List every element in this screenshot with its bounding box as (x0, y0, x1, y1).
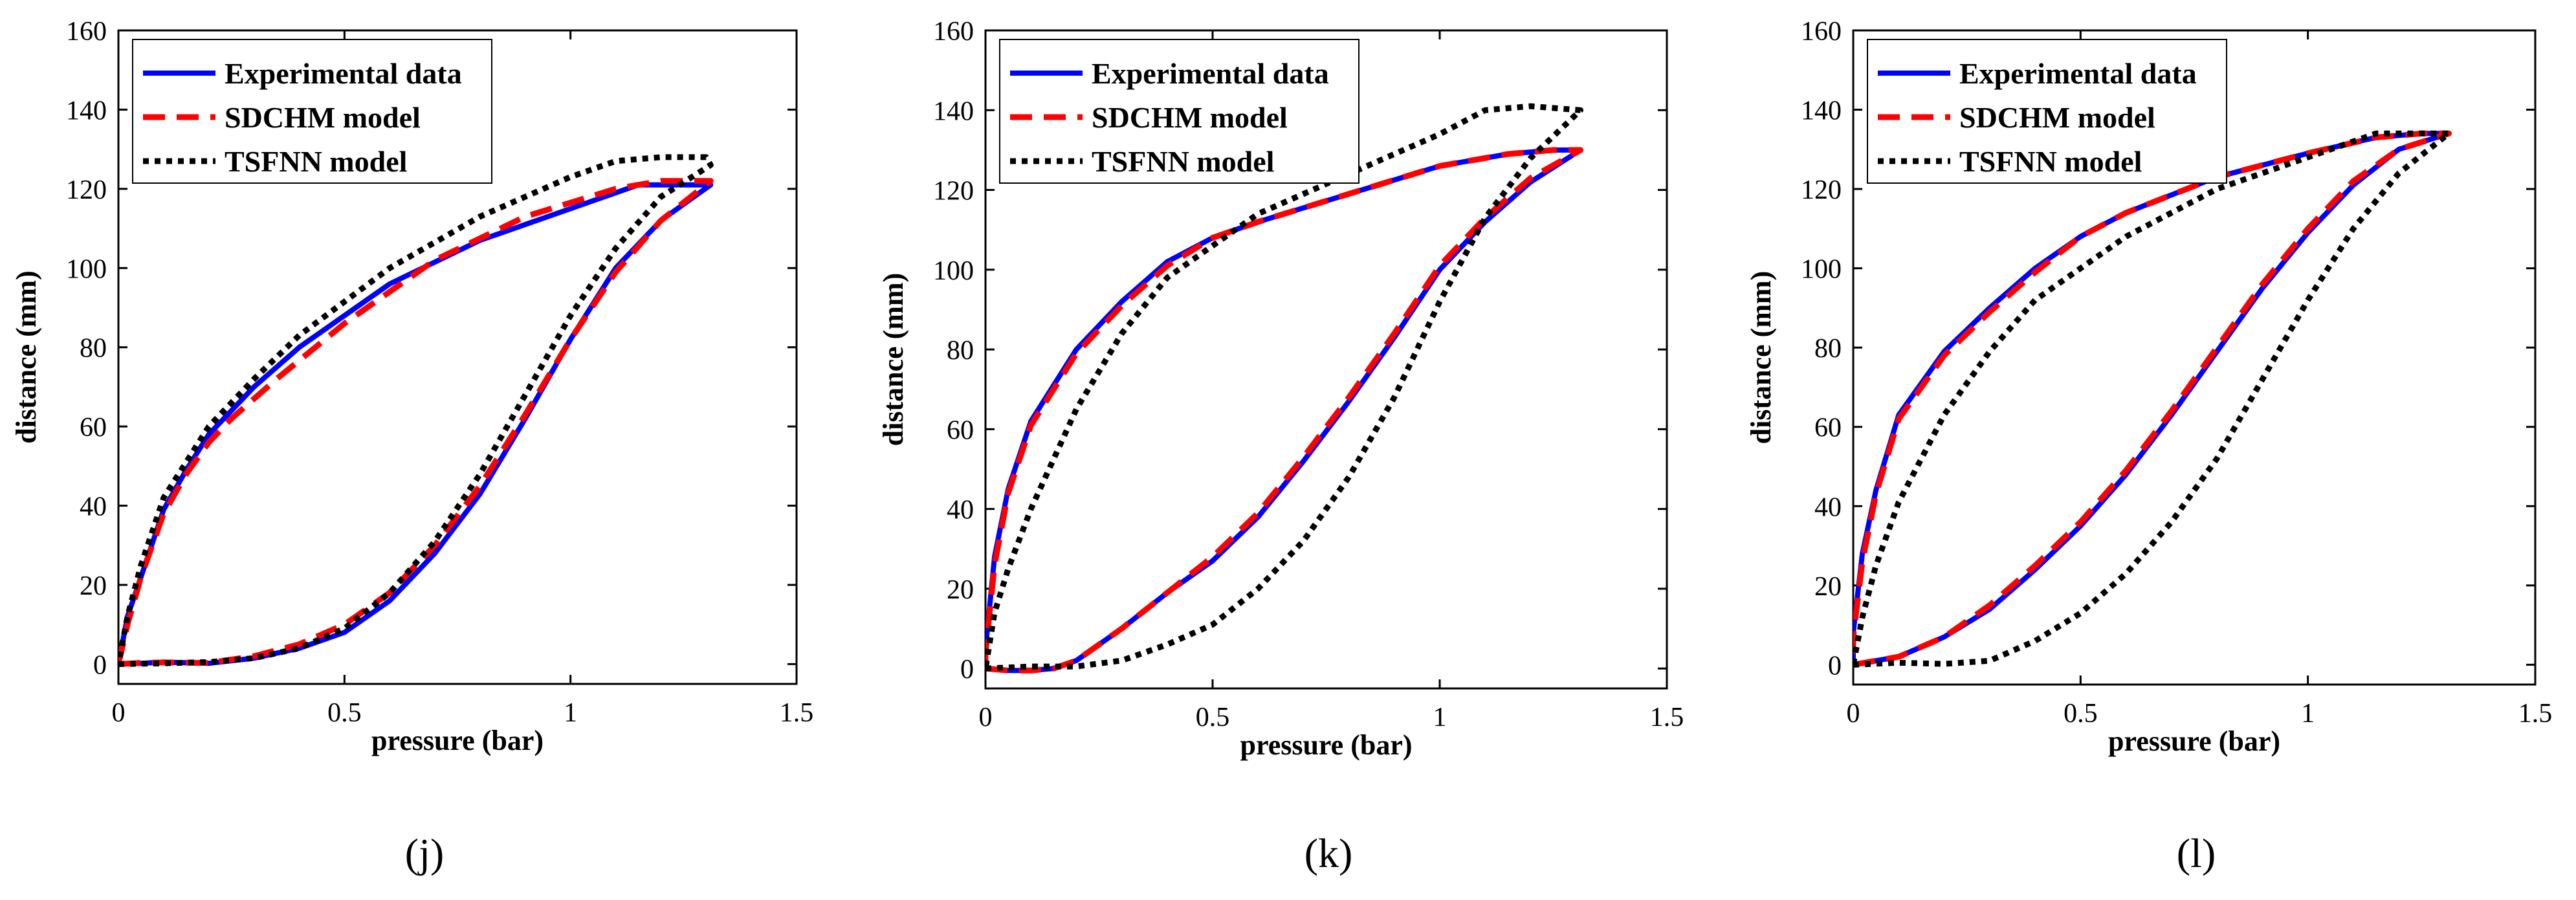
x-tick-label: 1 (564, 698, 577, 728)
y-tick-label: 100 (1801, 255, 1842, 285)
legend-label-tsfnn-model: TSFNN model (225, 145, 407, 178)
series-line-sdchm-model (985, 147, 1584, 674)
y-tick-label: 60 (1814, 413, 1842, 443)
y-tick-label: 80 (1814, 334, 1842, 364)
y-tick-label: 0 (960, 655, 974, 685)
series-line-sdchm-model (1853, 130, 2452, 668)
x-tick-label: 1.5 (1650, 703, 1684, 732)
y-tick-label: 0 (93, 650, 107, 680)
y-tick-label: 100 (66, 254, 107, 284)
series-line-experimental-data (118, 182, 714, 667)
y-tick-label: 60 (80, 413, 107, 443)
axes-frame (117, 29, 798, 685)
chart-panel-1: 0 0.5 1 1.5 0 20 40 60 80 100 120 140 160 pressure (b… (10, 17, 813, 876)
x-tick-label: 0 (979, 703, 993, 732)
y-tick-label: 140 (1801, 96, 1842, 126)
x-tick-label: 1.5 (780, 698, 814, 728)
chart-panel-3: 0 0.5 1 1.5 0 20 40 60 80 100 120 140 160 pressure (b… (1745, 17, 2552, 876)
x-axis-label: pressure (bar) (371, 725, 544, 756)
legend-label-tsfnn-model: TSFNN model (1092, 145, 1274, 178)
x-axis-label: pressure (bar) (1240, 729, 1412, 761)
legend: Experimental data SDCHM model TSFNN model (132, 39, 492, 184)
x-tick-label: 0 (1847, 699, 1860, 729)
chart-panel-2: 0 0.5 1 1.5 0 20 40 60 80 100 120 140 160 pressure (b… (877, 17, 1684, 876)
legend-label-sdchm-model: SDCHM model (1092, 101, 1288, 134)
y-tick-label: 160 (933, 17, 974, 47)
x-tick-label: 1 (2301, 699, 2315, 729)
panel-label: (j) (405, 830, 444, 876)
series-line-experimental-data (1853, 131, 2452, 668)
y-tick-label: 40 (80, 492, 107, 522)
legend-label-experimental-data: Experimental data (225, 57, 462, 90)
panel-label: (l) (2177, 830, 2216, 876)
panel-label: (k) (1305, 830, 1353, 876)
series-group (985, 103, 1584, 674)
y-tick-label: 120 (66, 175, 107, 205)
y-tick-label: 60 (947, 415, 974, 445)
x-tick-label: 0 (112, 698, 126, 728)
y-axis-label: distance (mm) (10, 270, 42, 444)
y-tick-label: 20 (1814, 572, 1842, 602)
axes-frame (1852, 29, 2537, 686)
y-tick-label: 160 (1801, 17, 1842, 47)
y-tick-label: 120 (1801, 175, 1842, 205)
y-tick-label: 140 (66, 96, 107, 126)
legend: Experimental data SDCHM model TSFNN model (999, 39, 1360, 184)
y-tick-label: 160 (66, 17, 107, 47)
axes-frame (984, 29, 1668, 690)
x-tick-label: 0.5 (1196, 703, 1230, 732)
legend-label-experimental-data: Experimental data (1092, 57, 1329, 90)
legend-label-sdchm-model: SDCHM model (225, 101, 421, 134)
x-tick-label: 0.5 (327, 698, 362, 728)
y-tick-label: 100 (933, 256, 974, 286)
legend-label-experimental-data: Experimental data (1959, 57, 2197, 90)
y-tick-label: 80 (947, 336, 974, 366)
y-axis-label: distance (mm) (877, 273, 909, 446)
series-group (118, 154, 714, 667)
y-tick-label: 80 (80, 334, 107, 364)
legend-label-tsfnn-model: TSFNN model (1959, 145, 2142, 178)
x-tick-label: 1.5 (2518, 699, 2553, 729)
x-tick-label: 0.5 (2064, 699, 2098, 729)
series-line-tsfnn-model (985, 103, 1584, 672)
series-line-tsfnn-model (1853, 130, 2452, 668)
y-tick-label: 20 (80, 571, 107, 601)
y-tick-label: 0 (1828, 651, 1842, 681)
y-tick-label: 120 (933, 177, 974, 206)
x-tick-label: 1 (1433, 703, 1447, 732)
y-axis-label: distance (mm) (1745, 271, 1777, 445)
series-line-sdchm-model (118, 178, 714, 667)
legend-label-sdchm-model: SDCHM model (1959, 101, 2155, 134)
x-axis-label: pressure (bar) (2108, 725, 2280, 757)
y-tick-label: 40 (1814, 492, 1842, 522)
y-tick-label: 40 (947, 496, 974, 525)
legend: Experimental data SDCHM model TSFNN model (1867, 39, 2227, 184)
series-line-tsfnn-model (118, 154, 714, 667)
series-group (1853, 130, 2452, 668)
y-tick-label: 140 (933, 96, 974, 126)
y-tick-label: 20 (947, 575, 974, 605)
